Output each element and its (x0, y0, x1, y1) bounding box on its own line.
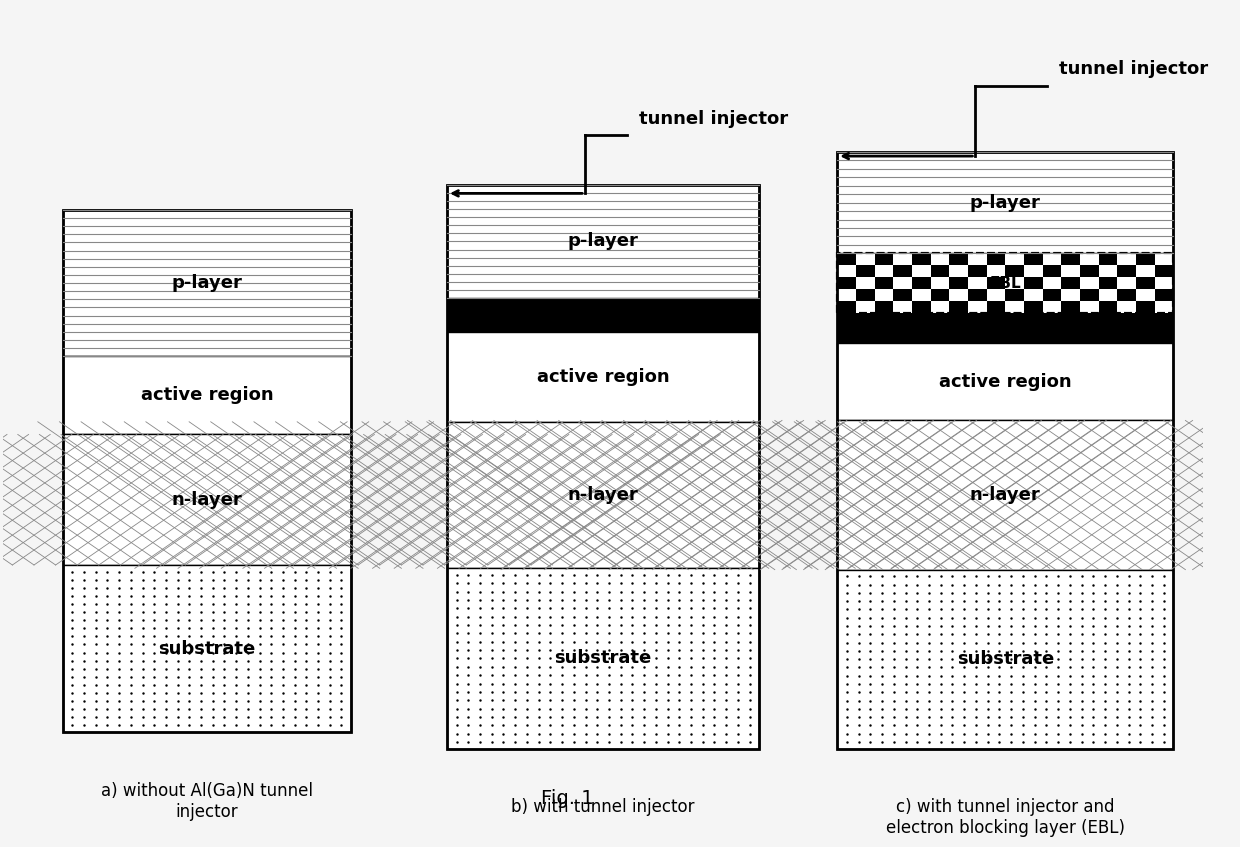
Bar (1061, 277, 1080, 289)
Bar (950, 277, 968, 289)
Text: tunnel injector: tunnel injector (1059, 60, 1209, 78)
Bar (446, 185, 759, 298)
Bar (837, 277, 856, 289)
Bar (911, 277, 930, 289)
Text: n-layer: n-layer (171, 490, 242, 509)
Bar (893, 289, 911, 302)
Bar (1154, 289, 1173, 302)
Bar (837, 420, 1173, 570)
Bar (911, 253, 930, 265)
Bar (446, 422, 759, 568)
Bar (950, 302, 968, 313)
Text: b) with tunnel injector: b) with tunnel injector (511, 799, 694, 817)
Bar (968, 265, 987, 277)
Bar (893, 265, 911, 277)
Bar (1024, 277, 1043, 289)
Bar (446, 298, 759, 332)
Text: tunnel injector: tunnel injector (639, 110, 789, 128)
Bar (446, 185, 759, 749)
Bar (837, 302, 856, 313)
Bar (987, 253, 1006, 265)
Bar (1099, 253, 1117, 265)
Bar (930, 289, 950, 302)
Bar (837, 253, 1173, 313)
Bar (1061, 302, 1080, 313)
Text: c) with tunnel injector and
electron blocking layer (EBL): c) with tunnel injector and electron blo… (885, 799, 1125, 837)
Bar (837, 152, 1173, 253)
Bar (63, 210, 351, 732)
Text: p-layer: p-layer (171, 274, 242, 292)
Text: substrate: substrate (159, 639, 255, 657)
Bar (874, 277, 893, 289)
Bar (1024, 302, 1043, 313)
Bar (930, 265, 950, 277)
Text: active region: active region (939, 373, 1071, 390)
Bar (446, 568, 759, 749)
Text: active region: active region (537, 368, 670, 385)
Bar (874, 302, 893, 313)
Bar (950, 253, 968, 265)
Text: p-layer: p-layer (970, 194, 1040, 212)
Bar (1117, 289, 1136, 302)
Bar (1006, 289, 1024, 302)
Bar (1024, 253, 1043, 265)
Bar (874, 253, 893, 265)
Bar (1043, 265, 1061, 277)
Bar (987, 302, 1006, 313)
Bar (837, 253, 856, 265)
Bar (446, 332, 759, 422)
Bar (63, 565, 351, 732)
Bar (1080, 289, 1099, 302)
Bar (1099, 302, 1117, 313)
Bar (1136, 277, 1154, 289)
Bar (837, 313, 1173, 343)
Text: n-layer: n-layer (568, 486, 639, 504)
Bar (1136, 302, 1154, 313)
Text: p-layer: p-layer (568, 232, 639, 251)
Bar (1043, 289, 1061, 302)
Text: a) without Al(Ga)N tunnel
injector: a) without Al(Ga)N tunnel injector (100, 782, 312, 821)
Bar (1136, 253, 1154, 265)
Bar (837, 570, 1173, 749)
Text: substrate: substrate (957, 650, 1054, 668)
Text: active region: active region (140, 386, 273, 404)
Bar (968, 289, 987, 302)
Bar (1099, 277, 1117, 289)
Bar (63, 356, 351, 435)
Text: n-layer: n-layer (970, 486, 1040, 504)
Bar (837, 253, 1173, 313)
Text: substrate: substrate (554, 650, 652, 667)
Text: Fig. 1: Fig. 1 (541, 789, 594, 808)
Text: EBL: EBL (990, 276, 1021, 291)
Bar (63, 435, 351, 565)
Bar (856, 265, 874, 277)
Bar (837, 343, 1173, 420)
Bar (856, 289, 874, 302)
Bar (1061, 253, 1080, 265)
Bar (1154, 265, 1173, 277)
Bar (837, 152, 1173, 749)
Bar (987, 277, 1006, 289)
Bar (1117, 265, 1136, 277)
Bar (1080, 265, 1099, 277)
Bar (1006, 265, 1024, 277)
Bar (63, 210, 351, 356)
Bar (911, 302, 930, 313)
